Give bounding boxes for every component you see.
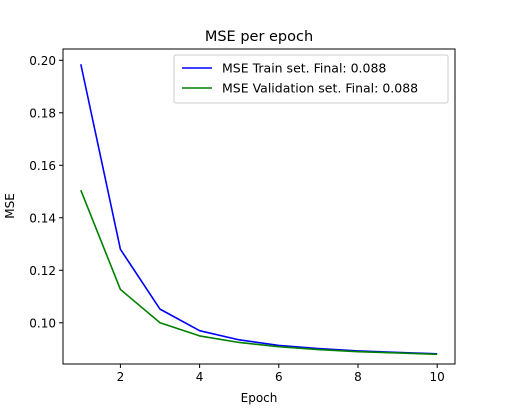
legend-label-validation: MSE Validation set. Final: 0.088 xyxy=(222,81,418,96)
y-axis-ticks: 0.10 0.12 0.14 0.16 0.18 0.20 xyxy=(29,54,63,330)
series-line-validation xyxy=(80,189,438,356)
x-tick-label: 10 xyxy=(430,370,445,384)
series-lines xyxy=(80,64,438,356)
y-tick-label: 0.12 xyxy=(29,264,56,278)
chart-title: MSE per epoch xyxy=(205,29,313,45)
legend-box xyxy=(173,54,449,104)
x-tick-label: 2 xyxy=(117,370,125,384)
y-tick-label: 0.10 xyxy=(29,316,56,330)
x-tick-label: 6 xyxy=(275,370,283,384)
y-tick-label: 0.18 xyxy=(29,106,56,120)
y-axis-label: MSE xyxy=(3,193,17,219)
x-tick-label: 8 xyxy=(354,370,362,384)
y-tick-label: 0.20 xyxy=(29,54,56,68)
x-axis-label: Epoch xyxy=(241,391,278,405)
y-tick-label: 0.14 xyxy=(29,211,56,225)
legend-label-train: MSE Train set. Final: 0.088 xyxy=(222,61,386,76)
legend: MSE Train set. Final: 0.088 MSE Validati… xyxy=(173,54,449,104)
x-tick-label: 4 xyxy=(196,370,204,384)
y-tick-label: 0.16 xyxy=(29,159,56,173)
plot-area-frame xyxy=(62,48,456,365)
x-axis-ticks: 2 4 6 8 10 xyxy=(117,364,445,384)
